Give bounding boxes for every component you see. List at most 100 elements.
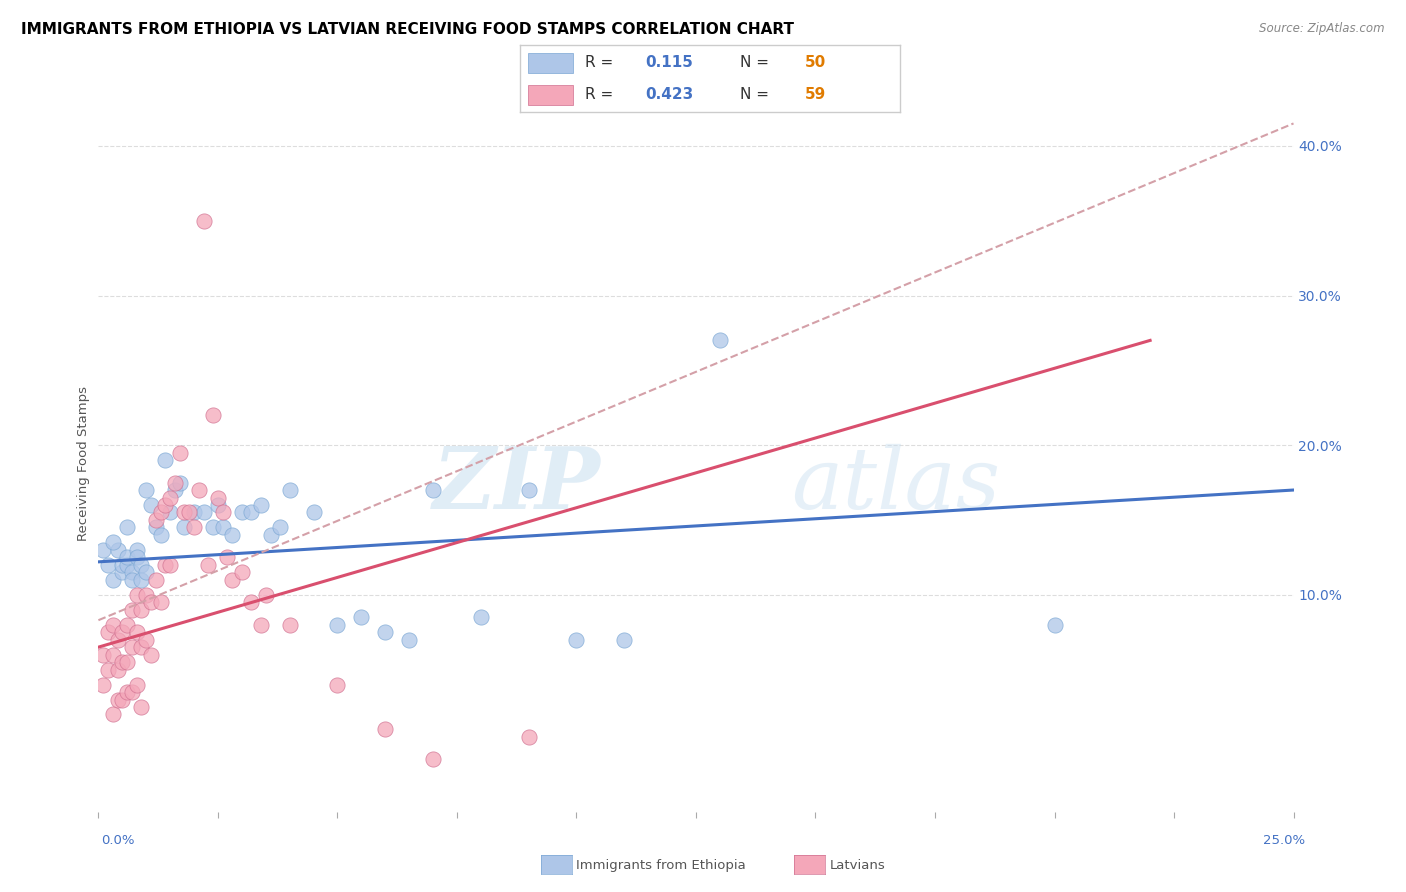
Point [131, 573, 153, 587]
Point [709, 334, 731, 348]
Text: 59: 59 [806, 87, 827, 103]
Text: 50: 50 [806, 55, 827, 70]
Point [131, 558, 153, 572]
Point [374, 723, 396, 737]
Bar [527, 85, 574, 104]
Point [149, 595, 172, 609]
Point [125, 588, 148, 602]
Point [155, 498, 177, 512]
Point [173, 506, 195, 520]
Point [145, 513, 167, 527]
Point [115, 685, 138, 699]
Text: 0.423: 0.423 [645, 87, 693, 103]
Point [101, 573, 124, 587]
Point [254, 588, 277, 602]
Text: 0.0%: 0.0% [101, 834, 135, 847]
Point [221, 528, 243, 542]
Text: R =: R = [585, 55, 617, 70]
Point [197, 558, 219, 572]
Point [517, 730, 540, 744]
Point [125, 542, 148, 557]
Point [121, 603, 143, 617]
Point [231, 506, 253, 520]
Point [278, 617, 301, 632]
Point [517, 483, 540, 497]
Point [91, 542, 114, 557]
Point [155, 453, 177, 467]
Point [149, 506, 172, 520]
Point [202, 520, 225, 534]
Point [565, 632, 588, 647]
Point [163, 475, 186, 490]
Text: ZIP: ZIP [433, 443, 600, 526]
Point [139, 648, 162, 662]
Point [183, 520, 205, 534]
Point [111, 566, 134, 580]
Point [211, 506, 233, 520]
Point [145, 520, 167, 534]
Point [97, 558, 120, 572]
Point [159, 506, 181, 520]
Point [250, 617, 273, 632]
Point [187, 483, 209, 497]
Point [121, 566, 143, 580]
Point [422, 752, 444, 766]
Point [422, 483, 444, 497]
Point [169, 445, 191, 459]
Text: Immigrants from Ethiopia: Immigrants from Ethiopia [576, 859, 747, 871]
Point [131, 700, 153, 714]
Point [107, 542, 129, 557]
Point [240, 595, 263, 609]
Point [159, 558, 181, 572]
Point [259, 528, 281, 542]
Point [269, 520, 291, 534]
Point [101, 707, 124, 722]
Point [155, 558, 177, 572]
Text: atlas: atlas [792, 443, 1001, 526]
Point [125, 677, 148, 691]
Text: N =: N = [741, 87, 775, 103]
Point [145, 573, 167, 587]
Point [131, 603, 153, 617]
Point [121, 685, 143, 699]
Point [101, 535, 124, 549]
Point [101, 648, 124, 662]
Point [173, 520, 195, 534]
Point [115, 558, 138, 572]
Text: N =: N = [741, 55, 775, 70]
Point [121, 640, 143, 654]
Point [193, 213, 215, 227]
Point [231, 566, 253, 580]
Point [91, 648, 114, 662]
Point [169, 475, 191, 490]
Point [135, 566, 157, 580]
Point [97, 625, 120, 640]
Point [107, 663, 129, 677]
Point [470, 610, 492, 624]
Point [107, 632, 129, 647]
Point [350, 610, 373, 624]
Y-axis label: Receiving Food Stamps: Receiving Food Stamps [77, 386, 90, 541]
Point [115, 617, 138, 632]
Point [207, 498, 229, 512]
Point [125, 625, 148, 640]
Point [101, 617, 124, 632]
Point [613, 632, 636, 647]
Point [398, 632, 420, 647]
Point [183, 506, 205, 520]
Text: IMMIGRANTS FROM ETHIOPIA VS LATVIAN RECEIVING FOOD STAMPS CORRELATION CHART: IMMIGRANTS FROM ETHIOPIA VS LATVIAN RECE… [21, 22, 794, 37]
Point [135, 588, 157, 602]
Point [139, 595, 162, 609]
Text: R =: R = [585, 87, 617, 103]
Point [135, 483, 157, 497]
Point [211, 520, 233, 534]
Point [374, 625, 396, 640]
Text: 0.115: 0.115 [645, 55, 693, 70]
Point [149, 528, 172, 542]
Text: 25.0%: 25.0% [1263, 834, 1305, 847]
Point [250, 498, 273, 512]
Point [131, 640, 153, 654]
Point [207, 491, 229, 505]
Point [111, 625, 134, 640]
Point [217, 550, 239, 565]
